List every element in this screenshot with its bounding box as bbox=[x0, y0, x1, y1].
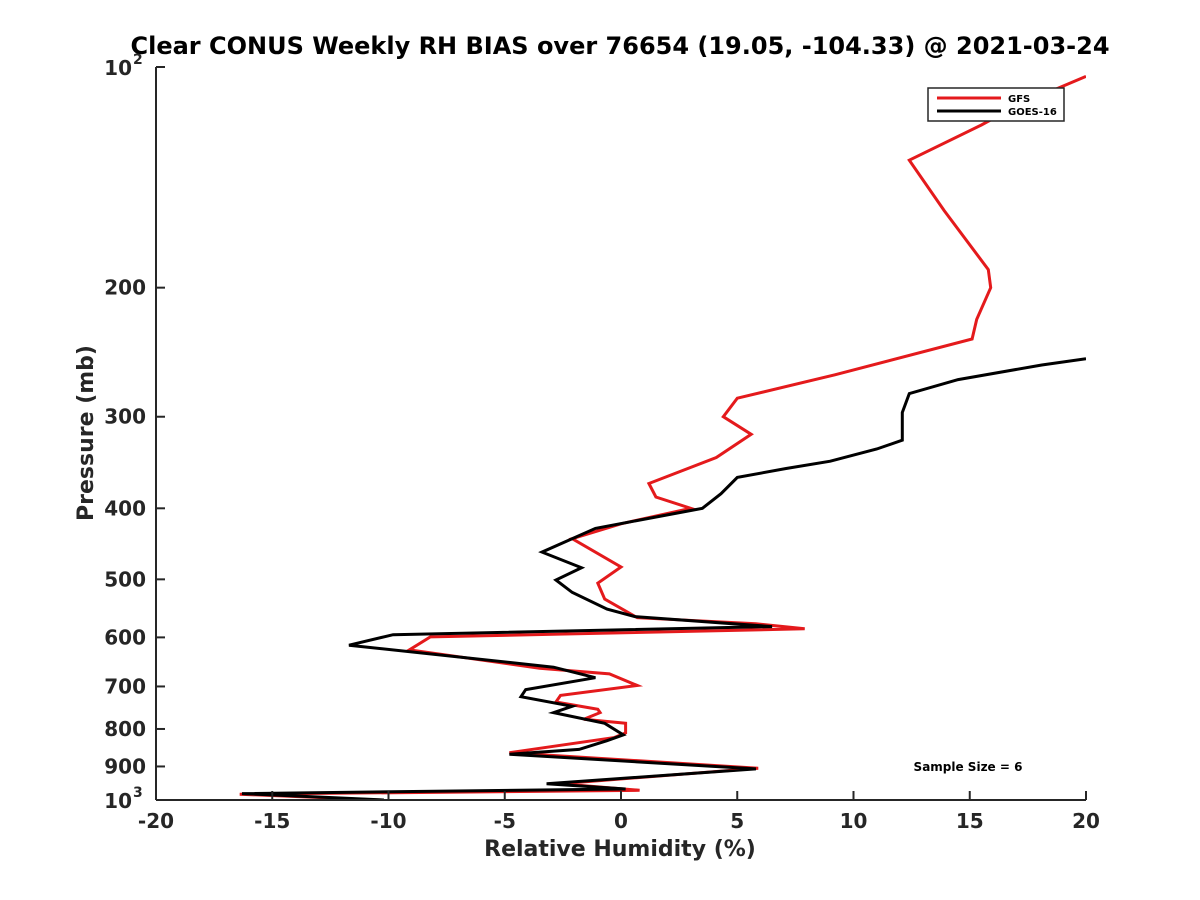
x-tick-label: -20 bbox=[138, 809, 174, 833]
series-line-goes-16 bbox=[241, 357, 1086, 800]
chart-title: Clear CONUS Weekly RH BIAS over 76654 (1… bbox=[130, 32, 1109, 60]
y-tick-label-exponent: 3 bbox=[133, 785, 143, 801]
x-axis-label: Relative Humidity (%) bbox=[484, 837, 756, 862]
y-tick-label-exponent: 2 bbox=[133, 52, 143, 68]
x-tick-label: 10 bbox=[840, 809, 868, 833]
y-axis-label: Pressure (mb) bbox=[74, 345, 99, 521]
x-tick-label: 15 bbox=[956, 809, 984, 833]
x-tick-label: 5 bbox=[730, 809, 744, 833]
y-tick-label: 800 bbox=[104, 717, 146, 741]
y-tick-label: 400 bbox=[104, 496, 146, 520]
x-tick-label: 0 bbox=[614, 809, 628, 833]
y-tick-label-base: 10 bbox=[104, 789, 132, 813]
sample-size-annotation: Sample Size = 6 bbox=[914, 760, 1023, 774]
x-tick-label: -10 bbox=[370, 809, 406, 833]
y-tick-label: 500 bbox=[104, 567, 146, 591]
y-tick-label: 600 bbox=[104, 625, 146, 649]
x-tick-label: -15 bbox=[254, 809, 290, 833]
series-line-gfs bbox=[239, 75, 1086, 800]
x-tick-label: -5 bbox=[494, 809, 516, 833]
legend-label-gfs: GFS bbox=[1008, 94, 1030, 105]
y-tick-label-base: 10 bbox=[104, 56, 132, 80]
y-tick-label: 700 bbox=[104, 674, 146, 698]
y-tick-label: 10 2 bbox=[104, 52, 143, 80]
y-tick-label: 10 3 bbox=[104, 785, 143, 813]
legend-box bbox=[927, 87, 1065, 122]
y-tick-label: 300 bbox=[104, 405, 146, 429]
y-tick-label: 900 bbox=[104, 754, 146, 778]
x-tick-label: 20 bbox=[1072, 809, 1100, 833]
y-tick-label: 200 bbox=[104, 276, 146, 300]
plot-area bbox=[239, 75, 1086, 800]
legend-label-goes-16: GOES-16 bbox=[1008, 107, 1057, 118]
legend: GFS GOES-16 bbox=[927, 87, 1065, 122]
